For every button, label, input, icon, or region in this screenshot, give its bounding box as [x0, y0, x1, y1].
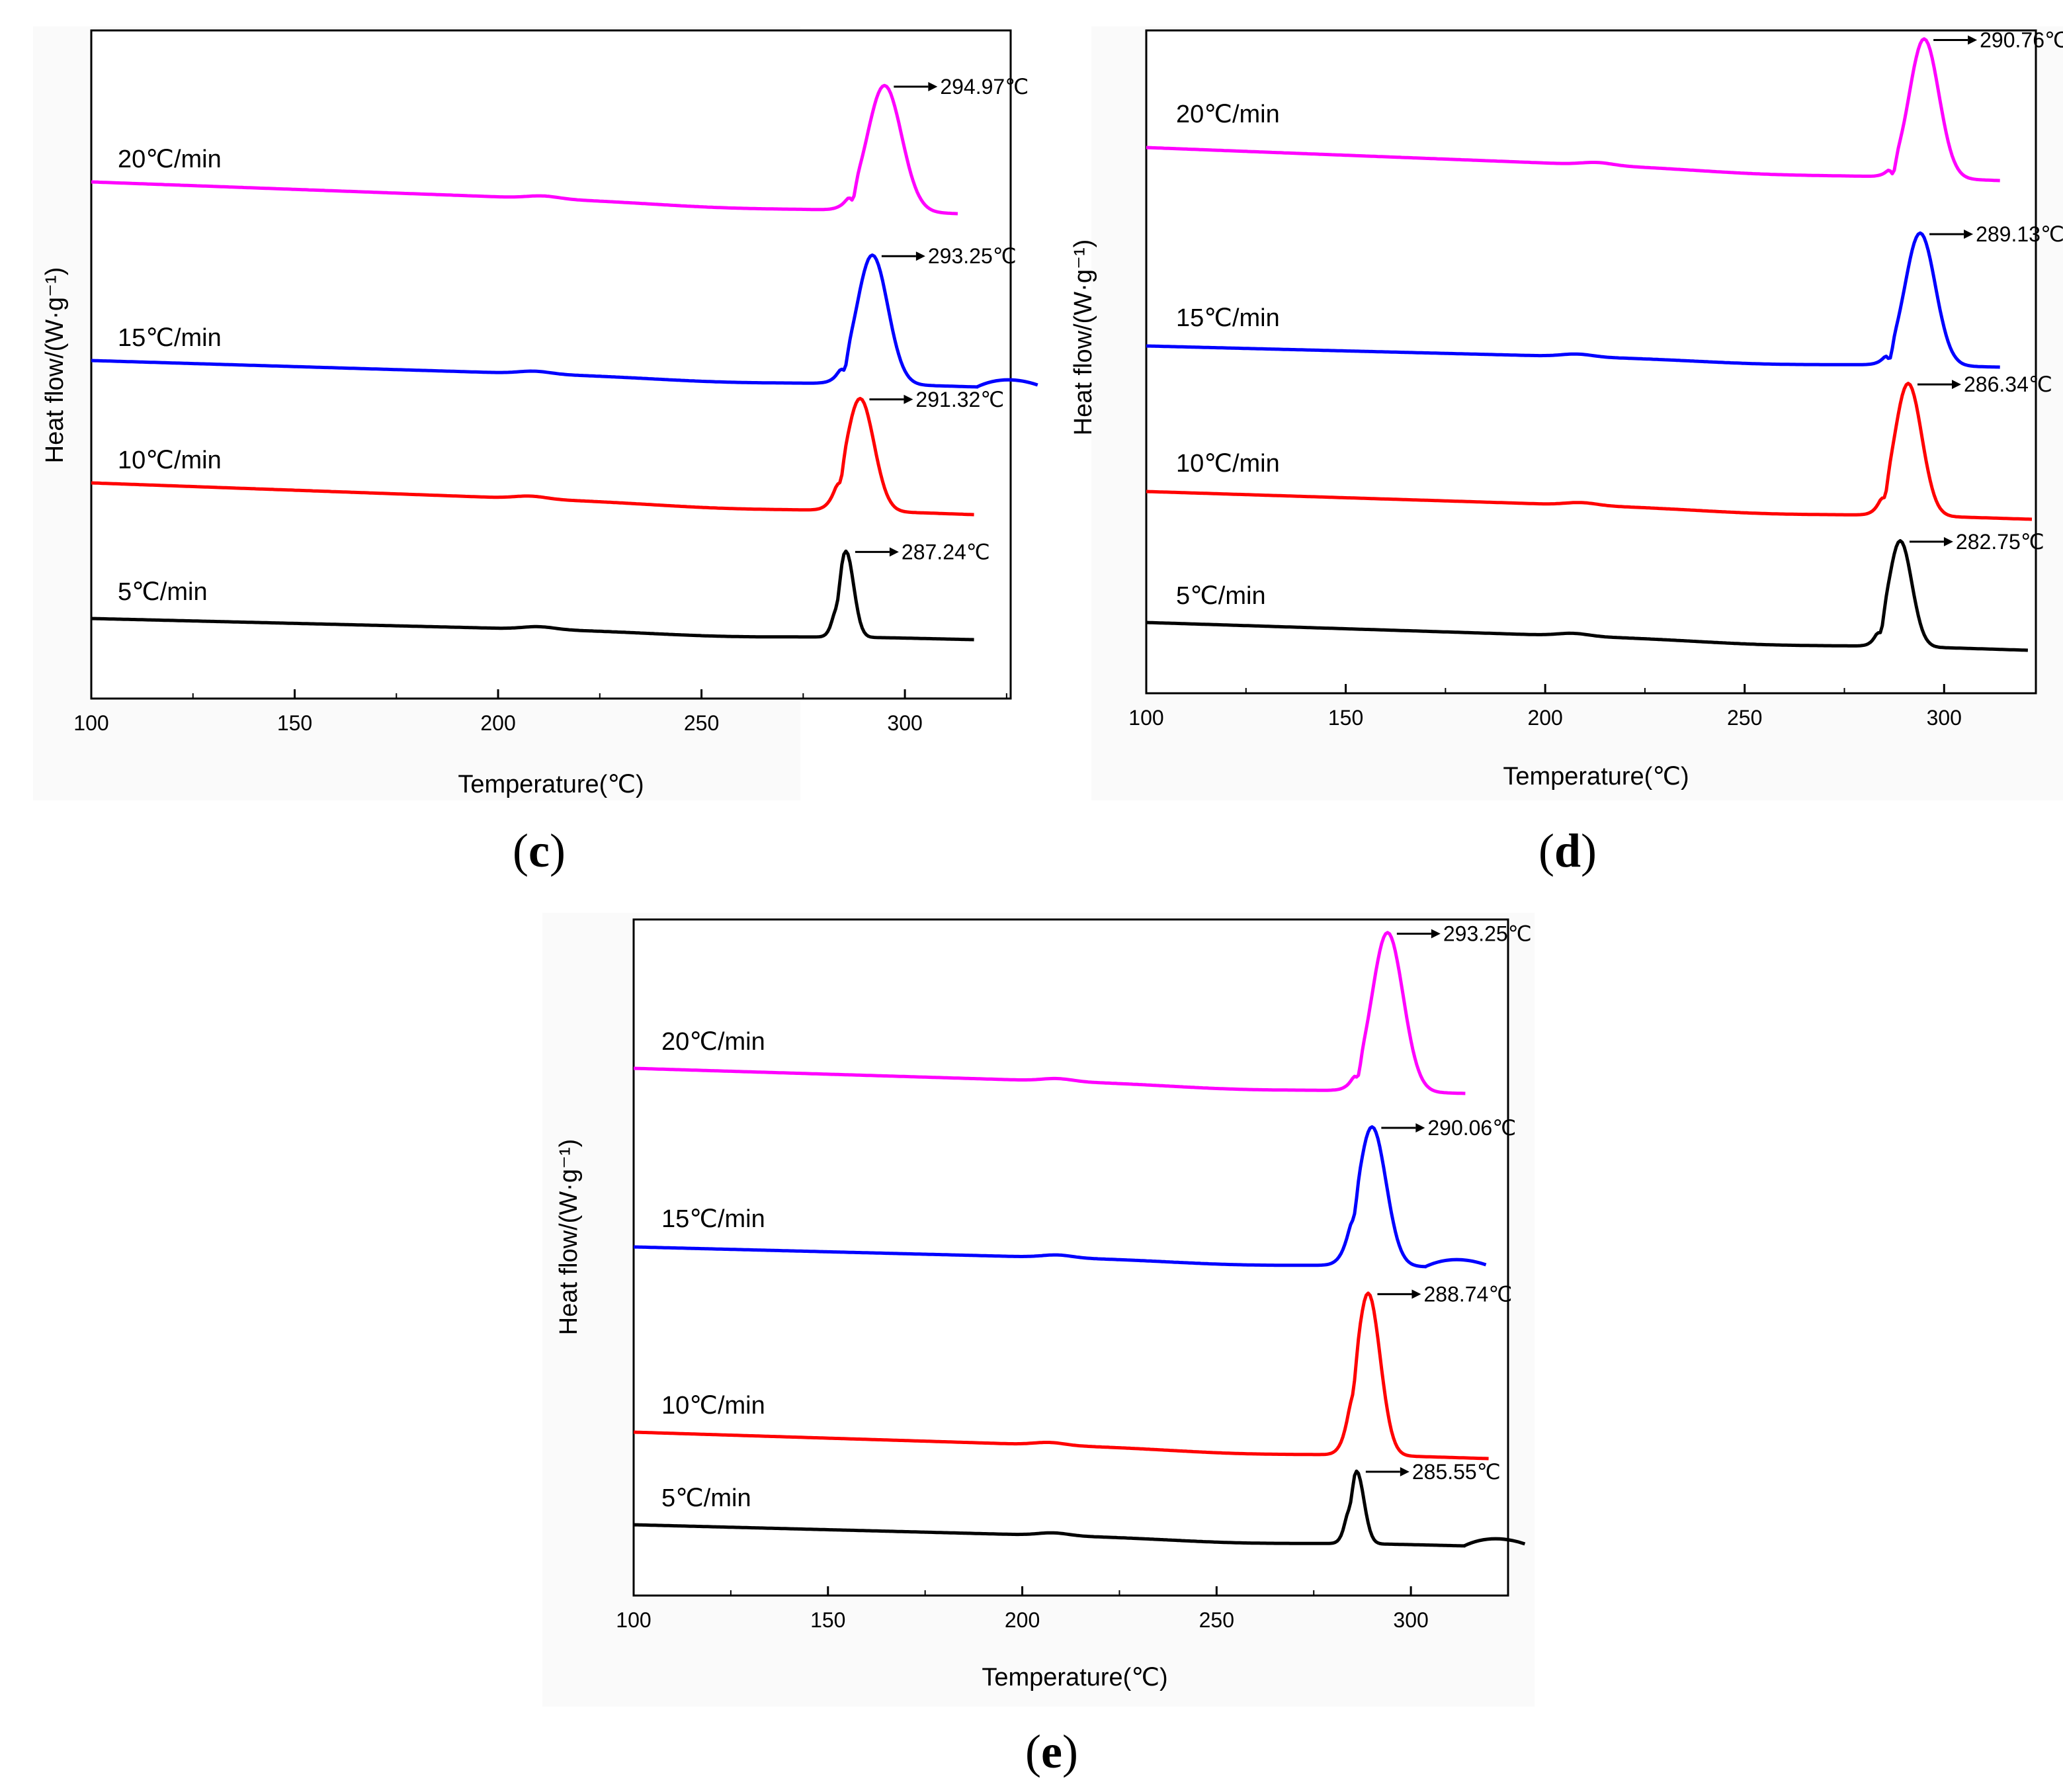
- peak-arrow-head: [1968, 35, 1978, 45]
- peak-arrow-head: [904, 394, 913, 404]
- peak-arrow-head: [1415, 1123, 1425, 1132]
- panel-e-x-ticks: 100 150 200 250 300: [616, 1586, 1429, 1632]
- x-tick-label: 300: [1927, 706, 1962, 730]
- series-line: [91, 549, 974, 642]
- panel-label-c: (c): [513, 824, 566, 877]
- peak-label: 282.75℃: [1956, 530, 2044, 554]
- series-line: [91, 253, 1038, 389]
- x-tick-label: 200: [1005, 1608, 1040, 1632]
- peak-label: 289.13℃: [1976, 222, 2063, 246]
- series-line: [633, 1469, 1526, 1548]
- panel-e: 100 150 200 250 300 20℃/min 293.25℃ 15℃/min 290…: [542, 913, 1535, 1707]
- x-tick-label: 200: [480, 711, 515, 735]
- series-label: 10℃/min: [118, 447, 222, 474]
- panel-c-x-axis-title: Temperature(℃): [458, 771, 644, 798]
- x-tick-label: 250: [684, 711, 719, 735]
- series-label: 10℃/min: [1176, 450, 1280, 478]
- peak-label: 285.55℃: [1412, 1460, 1501, 1484]
- panel-c-x-ticks: 100 150 200 250 300: [73, 689, 1007, 735]
- series-line: [633, 931, 1466, 1095]
- series-label: 5℃/min: [1176, 582, 1266, 610]
- series-label: 20℃/min: [661, 1028, 765, 1056]
- series-label: 10℃/min: [661, 1392, 765, 1420]
- panel-e-y-axis-title: Heat flow/(W·g⁻¹): [555, 1139, 583, 1336]
- panel-d: 100 150 200 250 300 20℃/min 290.76℃ 15℃/min 289…: [1070, 26, 2063, 800]
- panel-e-series: 20℃/min 293.25℃ 15℃/min 290.06℃ 10℃/min 288.7…: [633, 921, 1532, 1548]
- peak-arrow-head: [915, 251, 925, 261]
- series-line: [91, 396, 974, 517]
- x-tick-label: 150: [810, 1608, 845, 1632]
- peak-label: 290.76℃: [1980, 28, 2063, 52]
- panel-c: 100 150 200 250 300 20℃/min 294.97℃ 15℃/min 293…: [33, 26, 1038, 800]
- x-tick-label: 200: [1527, 706, 1562, 730]
- x-tick-label: 300: [887, 711, 922, 735]
- series-label: 20℃/min: [118, 146, 222, 173]
- panel-c-series: 20℃/min 294.97℃ 15℃/min 293.25℃ 10℃/min 291.3…: [91, 75, 1038, 642]
- peak-label: 290.06℃: [1427, 1116, 1516, 1140]
- panel-c-y-axis-title: Heat flow/(W·g⁻¹): [41, 267, 69, 464]
- peak-label: 291.32℃: [915, 388, 1004, 411]
- x-tick-label: 150: [1328, 706, 1363, 730]
- panel-d-x-axis-title: Temperature(℃): [1503, 763, 1689, 790]
- peak-arrow-head: [1431, 929, 1441, 939]
- series-line: [91, 83, 958, 216]
- x-tick-label: 250: [1727, 706, 1762, 730]
- peak-label: 293.25℃: [928, 244, 1017, 268]
- series-line: [633, 1291, 1489, 1461]
- peak-label: 294.97℃: [940, 75, 1029, 99]
- series-label: 15℃/min: [661, 1205, 765, 1233]
- series-line: [633, 1125, 1487, 1269]
- peak-label: 293.25℃: [1443, 921, 1532, 945]
- peak-arrow-head: [1411, 1289, 1421, 1299]
- peak-arrow-head: [928, 81, 938, 91]
- panel-label-d: (d): [1538, 824, 1597, 877]
- x-tick-label: 250: [1199, 1608, 1234, 1632]
- x-tick-label: 100: [1128, 706, 1163, 730]
- peak-label: 286.34℃: [1964, 372, 2052, 396]
- panel-d-y-axis-title: Heat flow/(W·g⁻¹): [1070, 239, 1097, 436]
- series-line: [1146, 231, 2000, 369]
- panel-d-x-ticks: 100 150 200 250 300: [1128, 684, 1962, 730]
- peak-arrow-head: [1943, 536, 1953, 546]
- x-tick-label: 150: [277, 711, 312, 735]
- series-label: 5℃/min: [118, 578, 208, 606]
- peak-label: 288.74℃: [1423, 1282, 1512, 1306]
- peak-arrow-head: [1400, 1467, 1410, 1476]
- panel-d-series: 20℃/min 290.76℃ 15℃/min 289.13℃ 10℃/min 286.3…: [1146, 28, 2063, 652]
- series-line: [1146, 382, 2033, 521]
- peak-arrow-head: [889, 547, 899, 557]
- series-line: [1146, 539, 2028, 652]
- panel-label-e: (e): [1025, 1725, 1078, 1778]
- series-label: 5℃/min: [661, 1484, 751, 1512]
- peak-label: 287.24℃: [902, 540, 990, 564]
- x-tick-label: 100: [616, 1608, 651, 1632]
- series-label: 15℃/min: [1176, 304, 1280, 332]
- x-tick-label: 300: [1393, 1608, 1428, 1632]
- series-label: 20℃/min: [1176, 101, 1280, 128]
- peak-arrow-head: [1951, 380, 1961, 390]
- series-line: [1146, 37, 2000, 183]
- series-label: 15℃/min: [118, 324, 222, 352]
- panel-e-x-axis-title: Temperature(℃): [982, 1664, 1167, 1691]
- x-tick-label: 100: [73, 711, 108, 735]
- peak-arrow-head: [1964, 230, 1974, 239]
